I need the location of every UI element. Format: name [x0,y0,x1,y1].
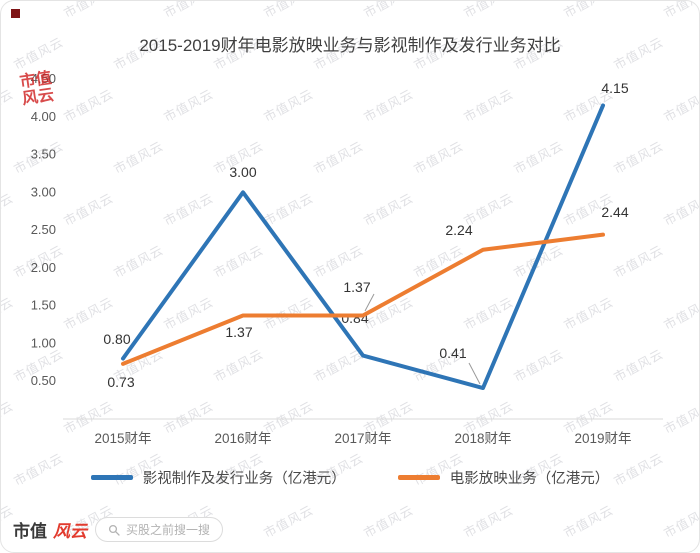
chart-legend: 影视制作及发行业务（亿港元） 电影放映业务（亿港元） [1,467,699,488]
footer-brand-bar: 市值 风云 买股之前搜一搜 [13,517,224,542]
y-axis-tick: 2.50 [31,222,56,237]
data-label: 3.00 [229,164,256,180]
y-axis-tick: 3.50 [31,147,56,162]
footer-search[interactable]: 买股之前搜一搜 [95,517,224,542]
series-line [121,103,605,391]
legend-label: 影视制作及发行业务（亿港元） [142,471,346,487]
y-axis-tick: 0.50 [31,373,56,388]
data-label: 2.24 [445,222,472,238]
data-label: 1.37 [343,279,370,295]
legend-label: 电影放映业务（亿港元） [449,471,610,487]
footer-search-placeholder: 买股之前搜一搜 [126,523,211,537]
data-label: 2.44 [601,204,628,220]
data-label: 0.73 [107,374,134,390]
legend-item: 电影放映业务（亿港元） [397,467,610,488]
data-label: 0.80 [103,331,130,347]
legend-line-swatch [90,475,133,480]
x-axis-label: 2016财年 [214,431,271,446]
y-axis-tick: 2.00 [31,260,56,275]
brand-name-dark: 市值 [13,522,47,541]
y-axis-tick: 3.00 [31,184,56,199]
chart-title: 2015-2019财年电影放映业务与影视制作及发行业务对比 [139,36,561,55]
brand-name-red: 风云 [53,522,87,541]
y-axis-tick: 1.50 [31,298,56,313]
x-axis-label: 2019财年 [574,431,631,446]
legend-item: 影视制作及发行业务（亿港元） [90,467,346,488]
y-axis-tick: 1.00 [31,335,56,350]
x-axis-label: 2015财年 [94,431,151,446]
brand-corner-mark [11,9,20,18]
label-leader-line [468,362,481,385]
brand-seal: 市值 风云 [19,70,55,109]
y-axis-tick: 4.50 [31,71,56,86]
data-label: 1.37 [225,324,252,340]
label-leader-line [364,293,375,312]
search-icon [108,524,120,536]
x-axis-label: 2018财年 [454,431,511,446]
y-axis-tick: 4.00 [31,109,56,124]
data-label: 0.41 [439,345,466,361]
series-line [121,232,605,366]
legend-line-swatch [397,475,440,480]
x-axis-label: 2017财年 [334,431,391,446]
data-label: 4.15 [601,80,628,96]
